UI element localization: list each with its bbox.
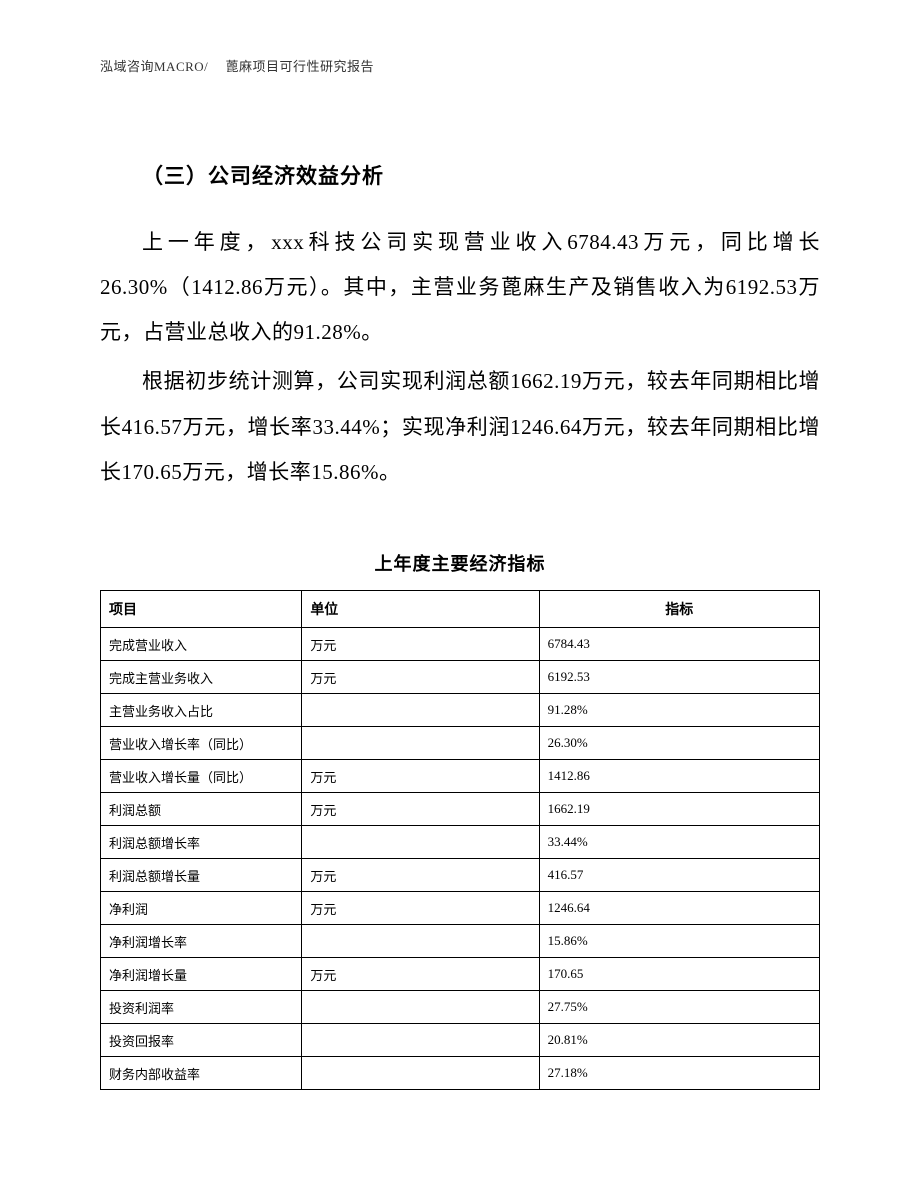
cell-item: 利润总额增长量 [101, 858, 302, 891]
cell-item: 主营业务收入占比 [101, 693, 302, 726]
cell-metric: 1412.86 [539, 759, 819, 792]
table-row: 主营业务收入占比 91.28% [101, 693, 820, 726]
header-text: 泓域咨询MACRO/ 蓖麻项目可行性研究报告 [100, 59, 374, 74]
table-row: 投资回报率 20.81% [101, 1023, 820, 1056]
section-heading: （三）公司经济效益分析 [100, 160, 820, 190]
table-row: 净利润 万元 1246.64 [101, 891, 820, 924]
cell-unit: 万元 [302, 627, 539, 660]
cell-metric: 170.65 [539, 957, 819, 990]
table-header-row: 项目 单位 指标 [101, 590, 820, 627]
cell-unit [302, 825, 539, 858]
cell-metric: 6192.53 [539, 660, 819, 693]
paragraph-2: 根据初步统计测算，公司实现利润总额1662.19万元，较去年同期相比增长416.… [100, 359, 820, 494]
cell-item: 净利润 [101, 891, 302, 924]
cell-metric: 27.18% [539, 1056, 819, 1089]
cell-unit [302, 990, 539, 1023]
cell-item: 利润总额 [101, 792, 302, 825]
cell-metric: 1662.19 [539, 792, 819, 825]
table-row: 营业收入增长量（同比） 万元 1412.86 [101, 759, 820, 792]
cell-unit [302, 693, 539, 726]
col-header-unit: 单位 [302, 590, 539, 627]
cell-item: 营业收入增长率（同比） [101, 726, 302, 759]
paragraph-1: 上一年度，xxx科技公司实现营业收入6784.43万元，同比增长26.30%（1… [100, 220, 820, 355]
table-row: 利润总额增长率 33.44% [101, 825, 820, 858]
col-header-metric: 指标 [539, 590, 819, 627]
table-row: 投资利润率 27.75% [101, 990, 820, 1023]
cell-unit [302, 1023, 539, 1056]
table-row: 利润总额增长量 万元 416.57 [101, 858, 820, 891]
table-row: 财务内部收益率 27.18% [101, 1056, 820, 1089]
cell-item: 投资回报率 [101, 1023, 302, 1056]
cell-metric: 416.57 [539, 858, 819, 891]
cell-item: 财务内部收益率 [101, 1056, 302, 1089]
table-row: 完成营业收入 万元 6784.43 [101, 627, 820, 660]
cell-metric: 91.28% [539, 693, 819, 726]
cell-item: 营业收入增长量（同比） [101, 759, 302, 792]
table-row: 完成主营业务收入 万元 6192.53 [101, 660, 820, 693]
table-row: 净利润增长率 15.86% [101, 924, 820, 957]
cell-metric: 6784.43 [539, 627, 819, 660]
cell-unit: 万元 [302, 891, 539, 924]
cell-unit: 万元 [302, 957, 539, 990]
table-row: 营业收入增长率（同比） 26.30% [101, 726, 820, 759]
cell-unit: 万元 [302, 759, 539, 792]
col-header-item: 项目 [101, 590, 302, 627]
cell-metric: 33.44% [539, 825, 819, 858]
table-body: 完成营业收入 万元 6784.43 完成主营业务收入 万元 6192.53 主营… [101, 627, 820, 1089]
cell-unit [302, 726, 539, 759]
cell-metric: 26.30% [539, 726, 819, 759]
cell-item: 净利润增长率 [101, 924, 302, 957]
cell-metric: 1246.64 [539, 891, 819, 924]
economic-indicators-table: 项目 单位 指标 完成营业收入 万元 6784.43 完成主营业务收入 万元 6… [100, 590, 820, 1090]
cell-unit: 万元 [302, 660, 539, 693]
table-title: 上年度主要经济指标 [100, 550, 820, 576]
cell-unit [302, 1056, 539, 1089]
cell-item: 净利润增长量 [101, 957, 302, 990]
cell-item: 完成主营业务收入 [101, 660, 302, 693]
cell-item: 完成营业收入 [101, 627, 302, 660]
cell-unit [302, 924, 539, 957]
cell-metric: 15.86% [539, 924, 819, 957]
page-header: 泓域咨询MACRO/ 蓖麻项目可行性研究报告 [100, 56, 374, 75]
table-row: 利润总额 万元 1662.19 [101, 792, 820, 825]
cell-item: 利润总额增长率 [101, 825, 302, 858]
cell-metric: 20.81% [539, 1023, 819, 1056]
cell-unit: 万元 [302, 858, 539, 891]
cell-item: 投资利润率 [101, 990, 302, 1023]
table-row: 净利润增长量 万元 170.65 [101, 957, 820, 990]
cell-metric: 27.75% [539, 990, 819, 1023]
cell-unit: 万元 [302, 792, 539, 825]
page-content: （三）公司经济效益分析 上一年度，xxx科技公司实现营业收入6784.43万元，… [100, 160, 820, 1090]
